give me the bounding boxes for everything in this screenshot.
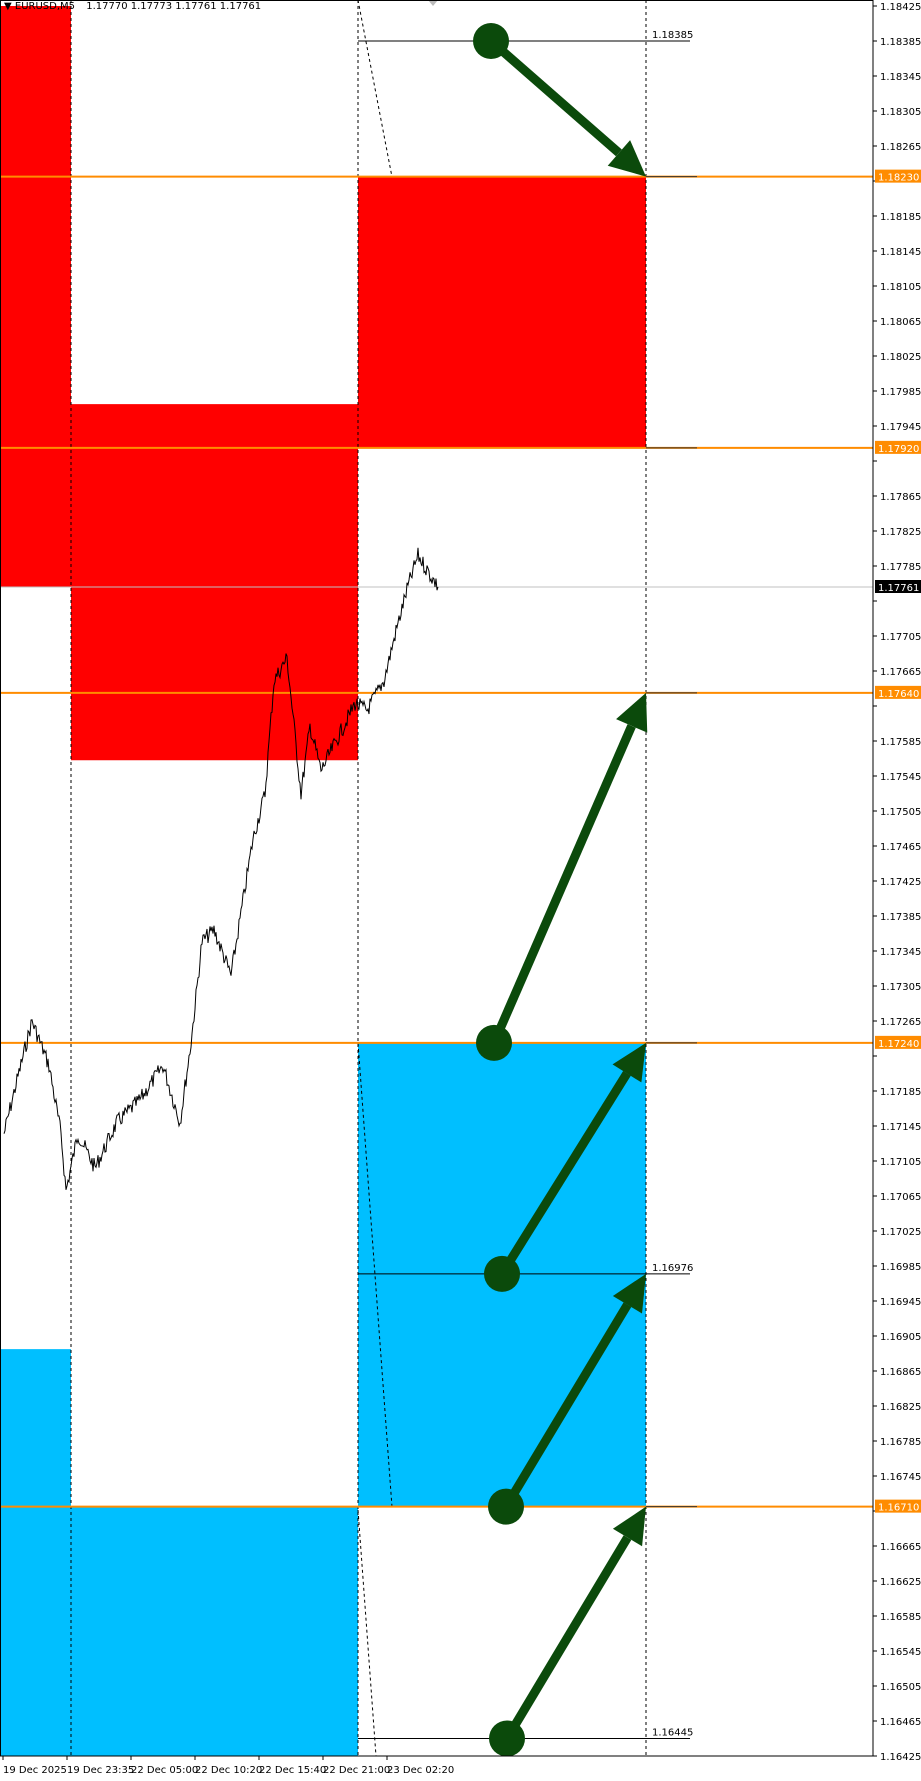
y-tick-label: 1.18065 (880, 317, 921, 328)
demand-zone (71, 1506, 358, 1756)
current-price-tag-bg (875, 580, 921, 593)
arrow-head-icon (616, 692, 648, 733)
demand-zone (0, 1349, 71, 1756)
signal-circle-icon (476, 1024, 512, 1061)
y-tick-label: 1.17945 (880, 422, 921, 433)
shift-marker-icon (428, 0, 438, 6)
y-tick-label: 1.17185 (880, 1087, 921, 1098)
symbol-menu-icon[interactable]: ▼ (4, 1, 12, 12)
signal-arrow (503, 1535, 632, 1741)
y-tick-label: 1.17265 (880, 1017, 921, 1028)
y-tick-label: 1.17825 (880, 527, 921, 538)
y-tick-label: 1.18265 (880, 142, 921, 153)
x-tick-label: 22 Dec 05:00 (131, 1765, 198, 1776)
target-label: 1.16976 (652, 1263, 693, 1274)
signal-arrow (498, 1071, 631, 1277)
arrow-head-icon (607, 140, 646, 177)
target-label: 1.16445 (652, 1728, 693, 1739)
signal-circle-icon (489, 1720, 525, 1757)
y-tick-label: 1.17105 (880, 1157, 921, 1168)
level-price-tag-bg (875, 1035, 921, 1049)
y-tick-label: 1.16585 (880, 1612, 921, 1623)
x-tick-label: 19 Dec 23:35 (67, 1765, 134, 1776)
y-tick-label: 1.17425 (880, 877, 921, 888)
y-tick-label: 1.17865 (880, 492, 921, 503)
y-tick-label: 1.17145 (880, 1122, 921, 1133)
signal-arrow (488, 37, 622, 157)
level-price-tag-bg (875, 440, 921, 454)
y-tick-label: 1.16425 (880, 1752, 921, 1763)
y-tick-label: 1.16745 (880, 1472, 921, 1483)
ohlc-readout: 1.17770 1.17773 1.17761 1.17761 (86, 1, 262, 12)
y-tick-label: 1.17985 (880, 387, 921, 398)
y-tick-label: 1.16825 (880, 1402, 921, 1413)
y-tick-label: 1.18105 (880, 282, 921, 293)
signal-arrow (489, 724, 636, 1045)
y-tick-label: 1.16905 (880, 1332, 921, 1343)
arrow-head-icon (612, 1042, 646, 1083)
x-tick-label: 22 Dec 10:20 (195, 1765, 262, 1776)
x-tick-label: 23 Dec 02:20 (387, 1765, 454, 1776)
level-price-tag-bg (875, 1499, 921, 1513)
y-tick-label: 1.17345 (880, 947, 921, 958)
y-tick-label: 1.17585 (880, 737, 921, 748)
y-tick-label: 1.17705 (880, 632, 921, 643)
y-tick-label: 1.16785 (880, 1437, 921, 1448)
x-tick-label: 19 Dec 2025 (3, 1765, 67, 1776)
y-tick-label: 1.18305 (880, 107, 921, 118)
y-tick-label: 1.17025 (880, 1227, 921, 1238)
y-tick-label: 1.17305 (880, 982, 921, 993)
signal-circle-icon (473, 23, 509, 59)
signal-arrow (502, 1302, 632, 1509)
y-tick-label: 1.16665 (880, 1542, 921, 1553)
y-tick-label: 1.18385 (880, 37, 921, 48)
y-tick-label: 1.16865 (880, 1367, 921, 1378)
y-tick-label: 1.17065 (880, 1192, 921, 1203)
price-axis (873, 0, 921, 1781)
y-tick-label: 1.16465 (880, 1717, 921, 1728)
arrow-head-icon (612, 1506, 646, 1547)
y-tick-label: 1.18185 (880, 212, 921, 223)
y-tick-label: 1.18145 (880, 247, 921, 258)
y-tick-label: 1.16945 (880, 1297, 921, 1308)
level-price-tag: 1.18230 (878, 173, 919, 184)
y-tick-label: 1.17785 (880, 562, 921, 573)
level-price-tag-bg (875, 685, 921, 699)
current-price-tag: 1.17761 (878, 583, 919, 594)
y-tick-label: 1.16625 (880, 1577, 921, 1588)
y-tick-label: 1.18025 (880, 352, 921, 363)
supply-zone (71, 404, 358, 761)
y-tick-label: 1.17505 (880, 807, 921, 818)
supply-zone (358, 176, 646, 448)
price-line (3, 547, 439, 1190)
y-tick-label: 1.17465 (880, 842, 921, 853)
y-tick-label: 1.18345 (880, 72, 921, 83)
supply-zone (0, 6, 71, 587)
symbol-label[interactable]: EURUSD,M5 (14, 1, 76, 12)
y-tick-label: 1.17385 (880, 912, 921, 923)
level-price-tag: 1.16710 (878, 1503, 919, 1514)
x-tick-label: 22 Dec 21:00 (323, 1765, 390, 1776)
y-tick-label: 1.16545 (880, 1647, 921, 1658)
time-axis (0, 1756, 921, 1781)
y-tick-label: 1.16985 (880, 1262, 921, 1273)
level-price-tag: 1.17240 (878, 1039, 919, 1050)
signal-circle-icon (484, 1255, 520, 1292)
trend-dashed-line (357, 0, 393, 178)
trend-dashed-line (357, 1509, 377, 1757)
arrow-head-icon (612, 1273, 646, 1314)
level-price-tag-bg (875, 169, 921, 183)
level-price-tag: 1.17640 (878, 689, 919, 700)
y-tick-label: 1.18425 (880, 2, 921, 13)
signal-circle-icon (488, 1488, 524, 1525)
x-tick-label: 22 Dec 15:40 (259, 1765, 326, 1776)
target-label: 1.18385 (652, 30, 693, 41)
chart-header: ▼ EURUSD,M5 1.17770 1.17773 1.17761 1.17… (4, 1, 261, 12)
level-price-tag: 1.17920 (878, 444, 919, 455)
y-tick-label: 1.17545 (880, 772, 921, 783)
y-tick-label: 1.16505 (880, 1682, 921, 1693)
y-tick-label: 1.17665 (880, 667, 921, 678)
